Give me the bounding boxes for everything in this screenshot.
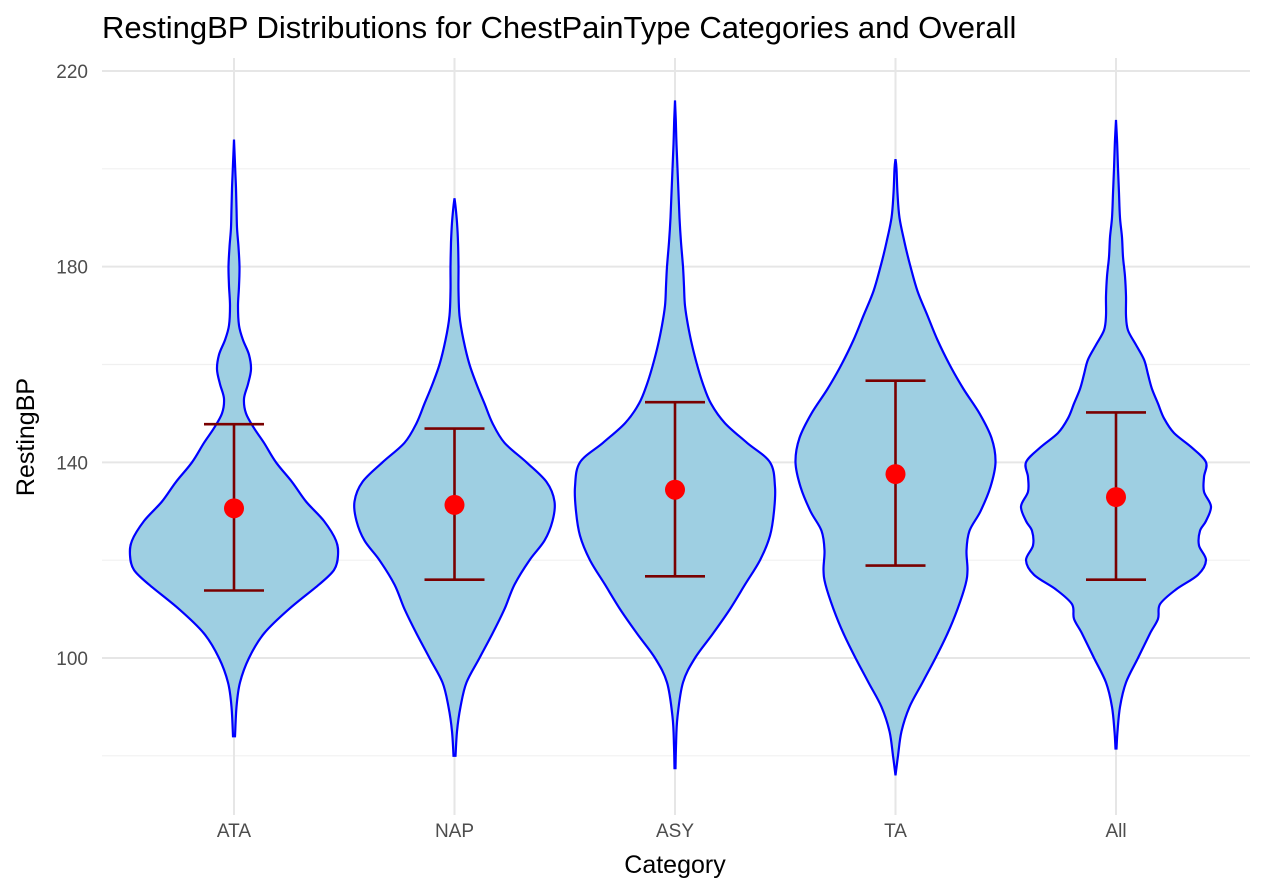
x-tick-label: All xyxy=(1105,821,1126,842)
x-tick-label: TA xyxy=(884,821,907,842)
y-axis-ticks: 100 140 180 220 xyxy=(56,62,88,670)
mean-point-all xyxy=(1106,487,1126,508)
y-tick-label: 220 xyxy=(56,62,88,83)
x-axis-ticks: ATA NAP ASY TA All xyxy=(217,821,1127,842)
mean-point-asy xyxy=(665,479,685,500)
x-tick-label: NAP xyxy=(435,821,474,842)
y-axis-title: RestingBP xyxy=(12,378,40,496)
y-tick-label: 140 xyxy=(56,453,88,474)
chart-title: RestingBP Distributions for ChestPainTyp… xyxy=(102,10,1016,45)
y-tick-label: 180 xyxy=(56,258,88,279)
violins xyxy=(128,100,1213,776)
x-axis-title: Category xyxy=(624,851,726,879)
y-tick-label: 100 xyxy=(56,649,88,670)
x-tick-label: ASY xyxy=(656,821,694,842)
mean-point-nap xyxy=(444,494,465,515)
mean-points xyxy=(224,464,1126,519)
mean-point-ta xyxy=(885,464,906,485)
mean-point-ata xyxy=(224,498,244,519)
x-tick-label: ATA xyxy=(217,821,251,842)
